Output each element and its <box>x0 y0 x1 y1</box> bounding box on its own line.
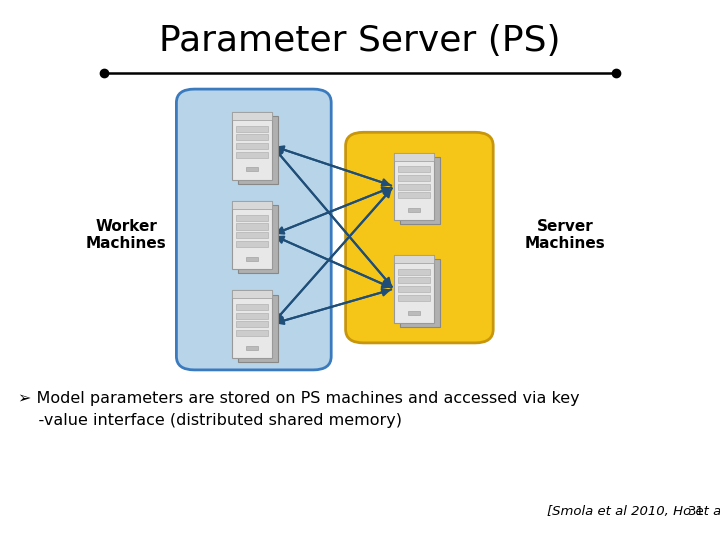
FancyBboxPatch shape <box>236 143 268 149</box>
FancyBboxPatch shape <box>246 167 258 172</box>
FancyBboxPatch shape <box>408 310 420 314</box>
Text: ➢ Model parameters are stored on PS machines and accessed via key: ➢ Model parameters are stored on PS mach… <box>18 392 580 407</box>
FancyBboxPatch shape <box>232 201 271 210</box>
FancyBboxPatch shape <box>232 112 271 120</box>
FancyBboxPatch shape <box>408 208 420 212</box>
FancyBboxPatch shape <box>176 89 331 370</box>
FancyBboxPatch shape <box>236 126 268 132</box>
FancyBboxPatch shape <box>395 255 433 263</box>
FancyBboxPatch shape <box>398 184 430 190</box>
FancyBboxPatch shape <box>398 268 430 275</box>
FancyBboxPatch shape <box>236 241 268 247</box>
FancyBboxPatch shape <box>395 152 433 220</box>
FancyBboxPatch shape <box>238 117 277 184</box>
FancyBboxPatch shape <box>232 112 271 179</box>
FancyBboxPatch shape <box>236 224 268 230</box>
FancyBboxPatch shape <box>398 175 430 181</box>
Text: Parameter Server (PS): Parameter Server (PS) <box>159 24 561 58</box>
FancyBboxPatch shape <box>232 201 271 269</box>
FancyBboxPatch shape <box>236 232 268 238</box>
FancyBboxPatch shape <box>236 215 268 221</box>
FancyBboxPatch shape <box>236 134 268 140</box>
FancyBboxPatch shape <box>398 166 430 172</box>
FancyBboxPatch shape <box>400 157 440 225</box>
FancyBboxPatch shape <box>238 295 277 362</box>
FancyBboxPatch shape <box>236 321 268 327</box>
FancyBboxPatch shape <box>236 330 268 336</box>
FancyBboxPatch shape <box>246 346 258 350</box>
FancyBboxPatch shape <box>395 255 433 322</box>
Text: Server
Machines: Server Machines <box>525 219 606 251</box>
FancyBboxPatch shape <box>398 286 430 292</box>
FancyBboxPatch shape <box>395 152 433 160</box>
FancyBboxPatch shape <box>236 152 268 158</box>
FancyBboxPatch shape <box>236 313 268 319</box>
Text: 31: 31 <box>688 505 705 518</box>
FancyBboxPatch shape <box>398 192 430 198</box>
FancyBboxPatch shape <box>400 259 440 327</box>
FancyBboxPatch shape <box>232 291 271 357</box>
FancyBboxPatch shape <box>238 206 277 273</box>
FancyBboxPatch shape <box>246 256 258 261</box>
FancyBboxPatch shape <box>398 295 430 301</box>
Text: [Smola et al 2010, Ho et al 2013, Li et al 2014]: [Smola et al 2010, Ho et al 2013, Li et … <box>547 505 720 518</box>
FancyBboxPatch shape <box>232 291 271 298</box>
Text: -value interface (distributed shared memory): -value interface (distributed shared mem… <box>18 413 402 428</box>
FancyBboxPatch shape <box>346 132 493 343</box>
FancyBboxPatch shape <box>236 303 268 310</box>
Text: Worker
Machines: Worker Machines <box>86 219 166 251</box>
FancyBboxPatch shape <box>398 278 430 284</box>
